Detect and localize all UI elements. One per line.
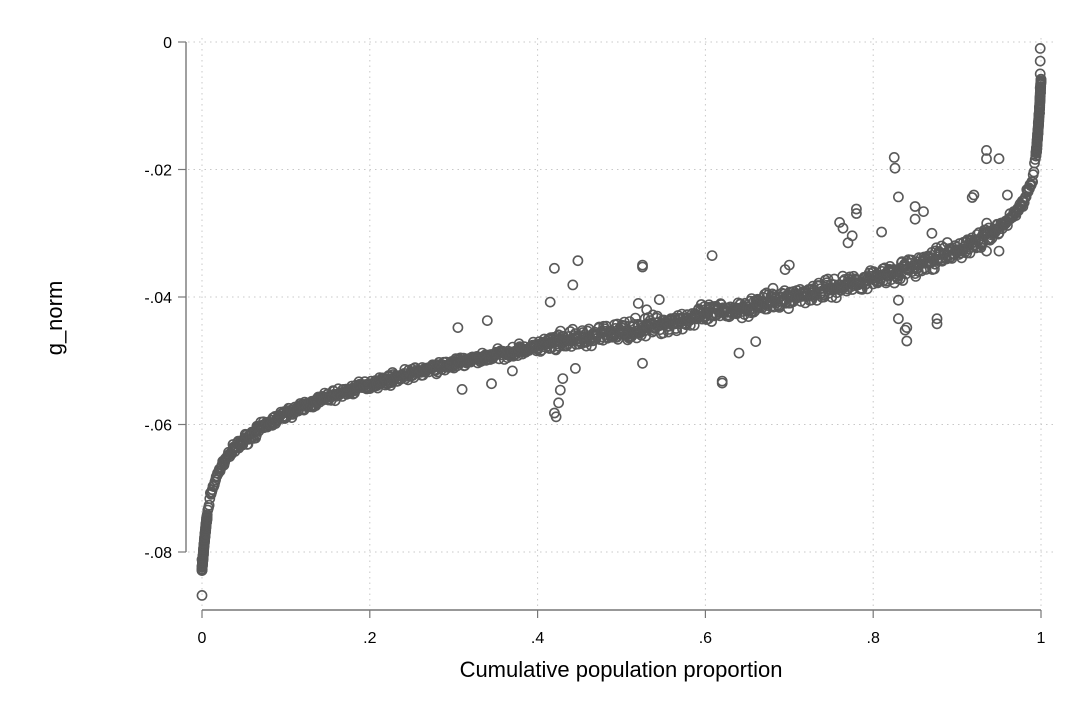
x-tick-label-5: 1: [1037, 630, 1046, 647]
axes: [178, 41, 1042, 618]
data-point-1565: [888, 151, 900, 163]
data-point-1574: [901, 335, 913, 347]
data-point-1286: [1027, 176, 1038, 188]
data-point-1600: [750, 336, 762, 347]
data-point-1588: [842, 237, 854, 249]
data-point-1551: [549, 262, 560, 274]
grid-lines: [188, 38, 1055, 610]
data-point-756: [684, 319, 696, 331]
data-point-1570: [918, 206, 929, 217]
y-tick-label-3: -.06: [144, 418, 172, 435]
data-point-1559: [716, 377, 728, 389]
data-point-1544: [1034, 55, 1046, 67]
data-point-1541: [196, 560, 208, 572]
data-point-1564: [884, 260, 896, 272]
data-point-1581: [968, 189, 980, 201]
data-point-1582: [966, 192, 978, 203]
data-point-1543: [1034, 43, 1046, 54]
data-point-1548: [550, 411, 562, 423]
data-point-1572: [899, 324, 911, 336]
data-point-1599: [733, 347, 745, 359]
data-point-1592: [557, 373, 569, 384]
y-tick-label-1: -.02: [144, 163, 172, 180]
data-point-1553: [567, 279, 579, 291]
data-point-1577: [893, 294, 904, 306]
data-point-1595: [456, 383, 468, 395]
x-tick-label-2: .4: [531, 630, 544, 647]
data-point-884: [767, 282, 779, 294]
data-point-1575: [931, 313, 943, 325]
data-point-1134: [929, 263, 940, 275]
y-tick-label-4: -.08: [144, 545, 172, 562]
data-point-1556: [637, 261, 648, 273]
data-point-1566: [889, 162, 901, 174]
data-point-1560: [706, 250, 718, 261]
data-point-1585: [834, 216, 845, 228]
data-point-1589: [632, 297, 644, 309]
data-point-1540: [196, 590, 208, 601]
data-point-1546: [1034, 82, 1046, 94]
data-point-1573: [901, 322, 913, 333]
x-tick-label-1: .2: [363, 630, 376, 647]
data-point-1549: [553, 397, 564, 409]
data-point-1247: [1002, 220, 1013, 231]
data-point-1552: [572, 255, 584, 267]
x-tick-label-0: 0: [198, 630, 207, 647]
data-point-1576: [931, 318, 943, 330]
x-tick-label-3: .6: [699, 630, 712, 647]
data-point-1594: [507, 365, 518, 377]
data-point-1604: [1002, 189, 1013, 201]
data-point-1603: [926, 227, 938, 239]
data-point-1273: [1018, 197, 1030, 208]
data-point-1545: [1034, 68, 1046, 80]
data-point-1593: [570, 362, 581, 374]
data-point-1584: [993, 245, 1005, 257]
tick-labels: 0 -.02 -.04 -.06 -.08 0 .2 .4 .6 .8 1: [144, 35, 1045, 647]
data-point-1085: [897, 275, 909, 286]
data-point-1596: [486, 378, 497, 390]
data-point-735: [671, 325, 683, 337]
data-point-1591: [653, 294, 665, 305]
data-point-1563: [876, 226, 887, 238]
y-tick-label-0: 0: [163, 35, 172, 52]
data-point-1569: [909, 213, 921, 225]
data-point-1602: [779, 264, 791, 275]
data-point-1562: [851, 203, 862, 215]
x-axis-title: Cumulative population proportion: [460, 657, 783, 682]
data-point-1580: [993, 153, 1005, 165]
data-point-1567: [893, 191, 904, 203]
data-point-789: [706, 316, 717, 327]
data-point-1539: [1030, 150, 1042, 162]
data-point-1590: [641, 304, 653, 316]
data-point-1542: [196, 554, 208, 565]
data-point-1557: [637, 357, 648, 369]
data-point-1583: [981, 245, 992, 257]
data-point-1427: [1032, 117, 1044, 129]
data-point-1597: [452, 322, 464, 333]
data-point-1554: [544, 296, 556, 308]
data-points: [196, 43, 1047, 601]
data-point-1568: [909, 201, 921, 212]
y-tick-label-2: -.04: [144, 290, 172, 307]
x-tick-label-4: .8: [867, 630, 880, 647]
data-point-1537: [1030, 146, 1042, 158]
data-point-1571: [893, 313, 904, 325]
data-point-11: [203, 499, 215, 511]
data-point-1579: [981, 153, 992, 165]
data-point-1561: [851, 208, 862, 219]
data-point-1578: [981, 144, 992, 156]
data-point-1550: [554, 384, 566, 396]
data-point-1105: [910, 270, 922, 282]
y-axis-title: g_norm: [42, 281, 67, 356]
data-point-1586: [837, 222, 849, 234]
data-point-1060: [881, 275, 892, 287]
data-point-1538: [201, 510, 213, 522]
data-point-1598: [481, 315, 493, 326]
